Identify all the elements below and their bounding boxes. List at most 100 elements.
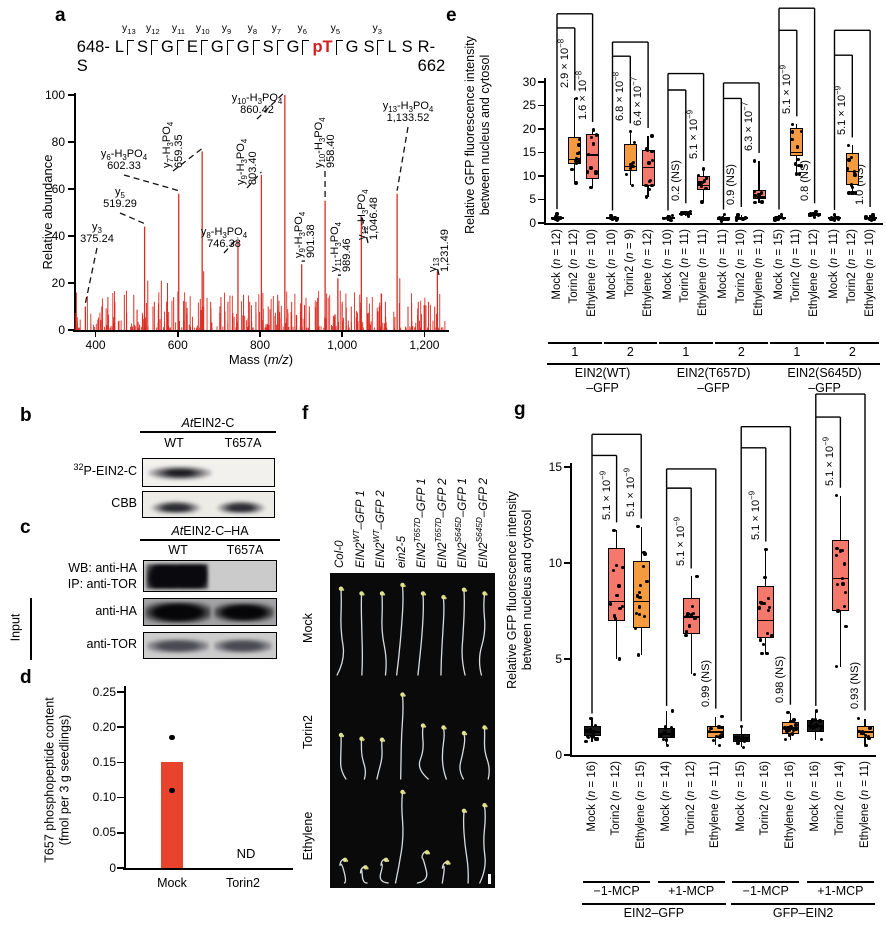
- fragment-tick: [377, 40, 385, 55]
- p-value-label: 5.1 × 10−9: [597, 471, 613, 521]
- data-point: [818, 728, 823, 732]
- data-point: [635, 594, 640, 598]
- residue-letter: L: [114, 38, 125, 56]
- box-median: [586, 154, 600, 156]
- peptide-residue: y7 G: [272, 22, 302, 76]
- peptide-residue: y12 G: [146, 22, 176, 76]
- data-point: [644, 195, 649, 199]
- group-rule: [732, 881, 800, 883]
- boxplot-g-y-label-line1: Relative GFP fluorescence intensity: [505, 491, 519, 689]
- data-point: [794, 727, 798, 732]
- spectrum-x-tick-label: 400: [85, 338, 106, 352]
- p-value-label: 0.98 (NS): [774, 655, 787, 703]
- x-category-label: Mock (n = 12): [550, 229, 563, 300]
- group-rule: [806, 881, 874, 883]
- data-point: [857, 716, 861, 721]
- data-point: [809, 725, 813, 730]
- spectrum-x-tick-label: 600: [167, 338, 188, 352]
- data-point: [650, 134, 654, 138]
- peak-label: y6-H3PO4 602.33: [100, 148, 148, 172]
- fragment-tick: [335, 40, 343, 55]
- blot-b-lane-wt: WT: [164, 436, 184, 450]
- x-category-label: Ethylene (n = 11): [752, 229, 765, 317]
- data-point: [615, 217, 619, 221]
- box-median: [831, 577, 849, 580]
- data-point: [773, 218, 777, 222]
- bar-y-axis-label: T657 phosphopeptide content (fmol per 3 …: [43, 673, 73, 888]
- data-point: [781, 216, 786, 221]
- data-point: [704, 186, 708, 191]
- data-point: [592, 128, 596, 132]
- blot-band: [147, 639, 209, 653]
- blot-c-input-tor: [143, 632, 277, 659]
- data-point: [591, 735, 595, 739]
- data-point: [594, 170, 598, 174]
- construct-label-line2: –GFP: [808, 381, 841, 395]
- data-point: [758, 601, 763, 605]
- data-point: [833, 216, 838, 221]
- data-point: [810, 718, 815, 722]
- data-point: [814, 209, 818, 213]
- peak-label: y5 519.29: [103, 186, 137, 210]
- boxplot-g-y-tick: [564, 562, 571, 564]
- panel-f-letter: f: [302, 403, 309, 424]
- data-point: [817, 213, 821, 217]
- boxplot-e-y-tick-label: 0: [529, 215, 536, 230]
- input-bracket-line: [30, 598, 32, 660]
- data-point: [613, 617, 617, 621]
- data-point: [795, 145, 799, 149]
- data-point: [867, 736, 871, 741]
- x-category-label: Torin2 (n = 14): [833, 761, 846, 836]
- blot-b-row1-label: 32P-EIN2-C: [73, 461, 138, 478]
- box-median: [632, 600, 650, 603]
- fragment-tick: [302, 40, 310, 55]
- input-label: Input: [8, 613, 23, 642]
- group-label: 1: [571, 345, 579, 359]
- data-point: [786, 726, 790, 730]
- data-point: [761, 642, 766, 647]
- data-point: [834, 553, 839, 558]
- fragment-tick: [200, 40, 208, 55]
- data-point: [742, 739, 747, 743]
- bar-y-tick: [117, 832, 124, 834]
- data-point: [633, 140, 637, 144]
- x-category-label: Mock (n = 14): [660, 761, 673, 832]
- data-point: [835, 547, 839, 551]
- data-point: [813, 718, 818, 722]
- x-category-label: Torin2 (n = 12): [845, 229, 858, 304]
- data-point: [720, 714, 724, 719]
- data-point: [789, 725, 793, 729]
- data-point: [612, 528, 616, 533]
- data-point: [577, 157, 581, 162]
- data-point: [738, 216, 743, 221]
- data-point: [625, 172, 629, 177]
- peak-label: y13-H3PO4 1,133.52: [382, 100, 434, 124]
- data-point: [819, 725, 823, 730]
- panel-e-letter: e: [446, 5, 457, 26]
- group-rule: [657, 881, 725, 883]
- spectrum-y-tick-label: 100: [44, 87, 65, 102]
- x-category-label: Torin2 (n = 11): [790, 229, 803, 303]
- seedling-col-label: EIN2WT–GFP 1: [351, 490, 367, 568]
- data-point: [871, 213, 875, 217]
- data-point: [644, 147, 649, 151]
- seedling-col-label: Col-0: [334, 540, 346, 568]
- spectrum-y-tick-label: 60: [51, 181, 65, 196]
- x-category-label: Ethylene (n = 11): [697, 229, 710, 317]
- bar-y-tick: [117, 691, 124, 693]
- residue-letter: 648-S: [76, 38, 110, 75]
- data-point: [684, 633, 688, 638]
- data-point: [702, 179, 707, 183]
- data-point: [169, 735, 175, 741]
- data-point: [575, 161, 579, 166]
- x-category-label: Ethylene (n = 11): [858, 761, 871, 849]
- data-point: [809, 212, 813, 217]
- box-median: [732, 736, 750, 739]
- blot-c-ip: [143, 560, 277, 592]
- data-point: [669, 218, 673, 223]
- bar-y-axis-label-line1: T657 phosphopeptide content: [42, 697, 57, 863]
- construct-rule: [582, 903, 726, 905]
- seedling-col-label: EIN2T657D–GFP 1: [413, 478, 428, 568]
- data-point: [169, 787, 175, 794]
